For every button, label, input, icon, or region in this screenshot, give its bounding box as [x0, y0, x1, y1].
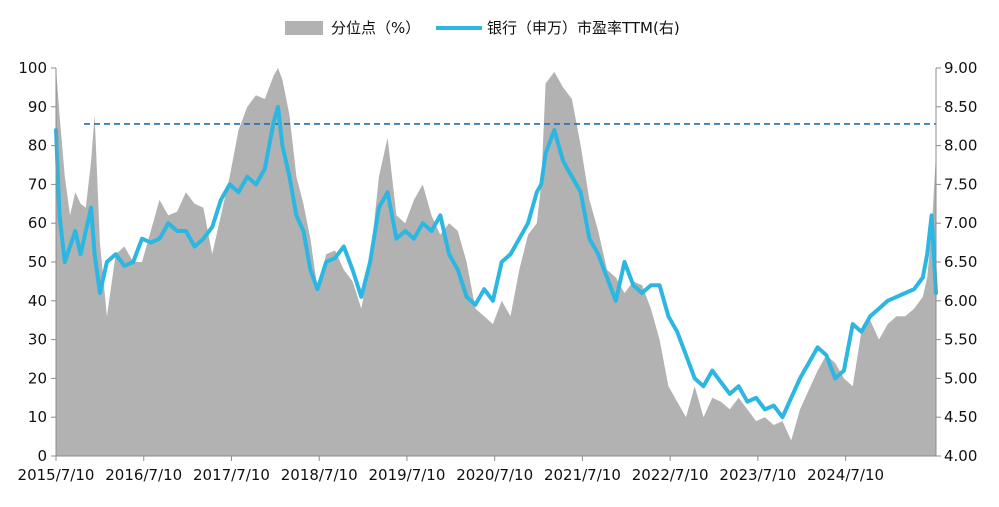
- x-tick-label: 2024/7/10: [807, 466, 884, 484]
- x-tick-label: 2021/7/10: [544, 466, 621, 484]
- legend: 分位点（%） 银行（申万）市盈率TTM(右): [285, 19, 680, 37]
- x-tick-label: 2022/7/10: [632, 466, 709, 484]
- right-tick-label: 8.50: [944, 98, 977, 116]
- percentile-area: [56, 68, 936, 456]
- left-tick-label: 80: [28, 137, 47, 155]
- x-tick-label: 2015/7/10: [18, 466, 95, 484]
- pe-line-layer: [54, 104, 938, 420]
- left-tick-label: 40: [28, 292, 47, 310]
- right-tick-label: 4.00: [944, 447, 977, 465]
- x-tick-label: 2017/7/10: [193, 466, 270, 484]
- right-tick-label: 5.50: [944, 331, 977, 349]
- right-tick-label: 6.00: [944, 292, 977, 310]
- right-tick-label: 5.00: [944, 369, 977, 387]
- left-tick-label: 50: [28, 253, 47, 271]
- legend-label-pe: 银行（申万）市盈率TTM(右): [487, 19, 680, 37]
- right-tick-label: 8.00: [944, 137, 977, 155]
- right-tick-label: 6.50: [944, 253, 977, 271]
- right-tick-label: 7.00: [944, 214, 977, 232]
- legend-swatch-percentile: [285, 21, 323, 35]
- left-tick-label: 20: [28, 369, 47, 387]
- x-tick-label: 2020/7/10: [456, 466, 533, 484]
- left-tick-label: 10: [28, 408, 47, 426]
- left-tick-label: 60: [28, 214, 47, 232]
- right-tick-label: 9.00: [944, 59, 977, 77]
- right-tick-label: 7.50: [944, 175, 977, 193]
- percentile-area-layer: [56, 68, 936, 456]
- pe-ttm-line: [54, 104, 938, 420]
- left-y-axis-ticks: 0 10 20 30 40 50 60 70 80 90 100: [18, 59, 56, 465]
- x-tick-label: 2019/7/10: [368, 466, 445, 484]
- left-tick-label: 90: [28, 98, 47, 116]
- x-axis-ticks: 2015/7/10 2016/7/10 2017/7/10 2018/7/10 2019…: [18, 456, 884, 484]
- left-tick-label: 0: [37, 447, 47, 465]
- x-tick-label: 2018/7/10: [281, 466, 358, 484]
- left-tick-label: 70: [28, 175, 47, 193]
- x-tick-label: 2016/7/10: [105, 466, 182, 484]
- left-tick-label: 30: [28, 331, 47, 349]
- right-tick-label: 4.50: [944, 408, 977, 426]
- right-y-axis-ticks: 4.00 4.50 5.00 5.50 6.00 6.50 7.00 7.50 8.00 8.50…: [936, 59, 977, 465]
- x-tick-label: 2023/7/10: [719, 466, 796, 484]
- legend-label-percentile: 分位点（%）: [331, 19, 420, 37]
- left-tick-label: 100: [18, 59, 47, 77]
